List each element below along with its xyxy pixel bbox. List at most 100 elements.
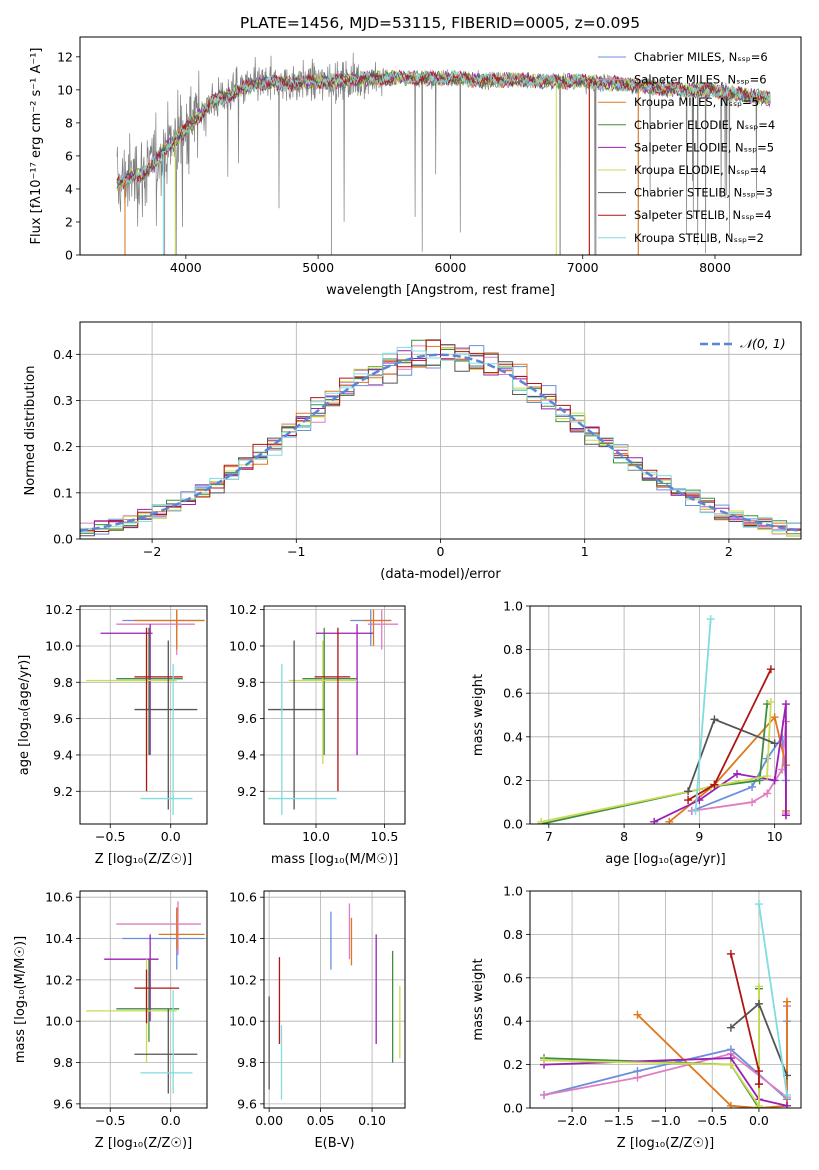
y-tick-label: 2 [65, 214, 73, 229]
legend-label: Salpeter ELODIE, Nₛₛₚ=5 [634, 140, 774, 154]
y-tick-label: 0.2 [503, 1057, 523, 1072]
axes-age_vs_mass: 10.0 10.5 9.2 9.4 9.6 9.8 10.0 10.2 mass [log₁₀(… [229, 602, 406, 867]
y-tick-label: 9.8 [237, 675, 257, 690]
mass-weight-point [782, 997, 791, 1006]
x-tick-label: −0.5 [697, 1113, 727, 1128]
x-tick-label: 7 [545, 829, 553, 844]
mass-weight-line [541, 701, 772, 823]
y-tick-label: 0.0 [53, 532, 73, 547]
mass-weight-point [754, 900, 763, 909]
x-tick-label: 8 [620, 829, 628, 844]
x-axis-label: mass [log₁₀(M/M☉)] [271, 852, 398, 867]
mass-weight-point [691, 806, 700, 815]
mass-weight-point [684, 787, 693, 796]
model-spectrum-line [116, 69, 771, 184]
axes-massweight_vs_age: 7 8 9 10 0.0 0.2 0.4 0.6 0.8 1.0 age [log₁₀(age/yr… [471, 599, 802, 867]
y-tick-label: 10 [57, 82, 73, 97]
axes-frame [529, 890, 802, 1109]
mass-weight-point [763, 772, 772, 781]
y-tick-label: 10.2 [229, 972, 257, 987]
x-axis-label: E(B-V) [314, 1136, 354, 1151]
residual-histogram-step [80, 346, 801, 532]
axes-residual_distribution: −2 −1 0 1 2 0.0 0.1 0.2 0.3 0.4 (data-model)/error… [23, 321, 802, 582]
mass-weight-point [770, 713, 779, 722]
x-tick-label: −0.5 [95, 1113, 125, 1128]
mass-weight-point [540, 1090, 549, 1099]
y-tick-label: 10.2 [229, 602, 257, 617]
x-tick-label: −1.0 [650, 1113, 680, 1128]
y-tick-label: 1.0 [503, 884, 523, 899]
y-tick-label: 0.6 [503, 686, 523, 701]
x-tick-label: 10 [767, 829, 783, 844]
mass-weight-line [543, 988, 760, 1108]
plot-area-age_vs_Z [86, 609, 205, 815]
axes-frame [263, 890, 406, 1109]
x-tick-label: 10.0 [302, 829, 330, 844]
mass-weight-point [633, 1073, 642, 1082]
legend-label: Kroupa STELIB, Nₛₛₚ=2 [634, 231, 764, 245]
y-tick-label: 10.0 [229, 1014, 257, 1029]
y-tick-label: 10.4 [45, 931, 73, 946]
y-tick-label: 0.4 [53, 347, 73, 362]
mass-weight-point [754, 1080, 763, 1089]
y-tick-label: 9.8 [53, 1055, 73, 1070]
legend-label: Salpeter MILES, Nₛₛₚ=6 [634, 73, 767, 87]
figure-title: PLATE=1456, MJD=53115, FIBERID=0005, z=0… [240, 14, 640, 32]
y-tick-label: 0.0 [503, 1101, 523, 1116]
mass-weight-point [684, 796, 693, 805]
mass-weight-line [694, 619, 712, 811]
x-tick-label: 4000 [170, 260, 202, 275]
axes-mass_vs_EBV: 0.00 0.05 0.10 9.6 9.8 10.0 10.2 10.4 10.6 E(B-V) [229, 890, 406, 1151]
mass-weight-point [778, 765, 787, 774]
x-tick-label: 0 [437, 544, 445, 559]
plot-area-mass_vs_Z [86, 901, 205, 1094]
mass-weight-point [726, 949, 735, 958]
y-tick-label: 9.4 [53, 747, 73, 762]
plot-area-spectrum [116, 52, 771, 255]
x-tick-label: 0.10 [358, 1113, 386, 1128]
mass-weight-line [653, 703, 787, 823]
y-axis-label: mass [log₁₀(M/M☉)] [13, 936, 28, 1063]
x-axis-label: wavelength [Angstrom, rest frame] [326, 283, 555, 298]
legend-label: 𝒩(0, 1) [740, 336, 786, 351]
y-tick-label: 9.6 [53, 1096, 73, 1111]
mass-weight-point [726, 1023, 735, 1032]
x-tick-label: 1 [581, 544, 589, 559]
y-tick-label: 4 [65, 181, 73, 196]
mass-weight-line [543, 1057, 788, 1107]
y-tick-label: 9.2 [237, 784, 257, 799]
x-tick-label: −2.0 [557, 1113, 587, 1128]
mass-weight-line [758, 903, 788, 1096]
y-tick-label: 0.3 [53, 393, 73, 408]
axes-spectrum: 4000 5000 6000 7000 8000 0 2 4 6 8 10 12 wavelength … [29, 36, 802, 298]
mass-weight-point [781, 700, 790, 709]
y-tick-label: 10.4 [229, 931, 257, 946]
mass-weight-line [541, 704, 768, 824]
x-axis-label: age [log₁₀(age/yr)] [605, 852, 726, 867]
model-spectrum-line [116, 70, 771, 192]
mass-weight-line [543, 986, 760, 1108]
y-axis-label: Normed distribution [23, 366, 38, 496]
y-tick-label: 10.6 [45, 890, 73, 905]
mass-weight-point [665, 817, 674, 824]
mass-weight-point [766, 697, 775, 706]
y-tick-label: 0.4 [503, 729, 523, 744]
y-tick-label: 12 [57, 49, 73, 64]
axes-frame [79, 36, 802, 256]
mass-weight-point [726, 1101, 735, 1108]
y-tick-label: 0 [65, 248, 73, 263]
legend-label: Chabrier STELIB, Nₛₛₚ=3 [634, 186, 773, 200]
mass-weight-point [782, 1090, 791, 1099]
residual-legend: 𝒩(0, 1) [700, 336, 786, 351]
x-tick-label: −0.5 [95, 829, 125, 844]
y-tick-label: 0.2 [53, 439, 73, 454]
x-tick-label: 0.0 [749, 1113, 769, 1128]
y-tick-label: 0.0 [503, 817, 523, 832]
mass-weight-point [540, 1056, 549, 1065]
y-axis-label: mass weight [471, 674, 486, 756]
mass-weight-point [710, 780, 719, 789]
y-tick-label: 0.2 [503, 773, 523, 788]
legend-label: Salpeter STELIB, Nₛₛₚ=4 [634, 208, 772, 222]
axes-frame [79, 321, 802, 540]
